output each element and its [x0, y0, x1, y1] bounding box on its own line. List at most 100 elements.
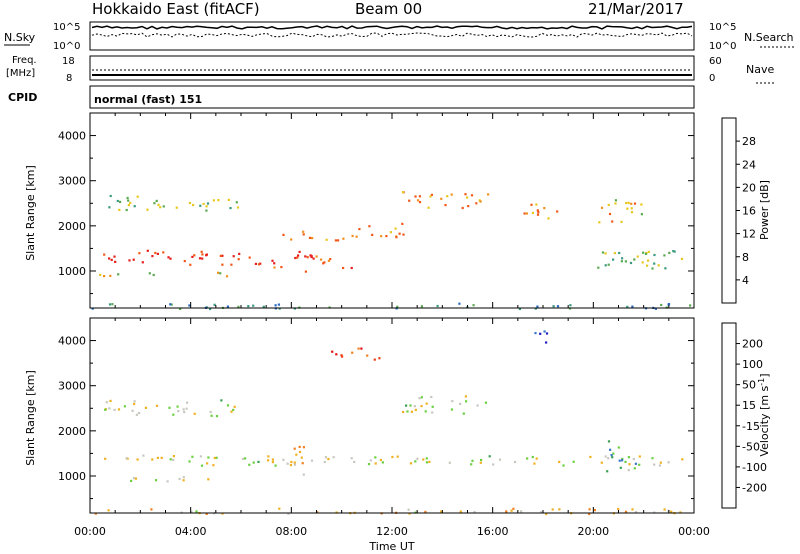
power-ytick-label: 2000 — [58, 220, 86, 233]
velocity-blob-2 — [131, 409, 134, 412]
velocity-blob-1 — [166, 480, 169, 483]
power-blob-0 — [221, 263, 224, 266]
power-blob-0 — [201, 253, 204, 256]
power-colorbar-frame — [721, 117, 737, 304]
velocity-ytick-label: 1000 — [58, 470, 86, 483]
velocity-blob-0 — [327, 457, 330, 461]
power-blob-5 — [282, 233, 285, 236]
velocity-blob-0 — [479, 461, 482, 464]
power-yaxis: 1000 2000 3000 4000 — [58, 130, 694, 295]
velocity-blob-0 — [409, 462, 413, 465]
cpid-label: CPID — [8, 91, 37, 104]
power-colorbar-tick-label: 24 — [742, 158, 756, 171]
power-blob-7 — [475, 202, 478, 205]
power-xaxis-ticks — [89, 113, 695, 308]
velocity-blob-2 — [133, 400, 136, 403]
velocity-blob-0 — [267, 459, 270, 462]
power-blob-10 — [630, 202, 633, 205]
power-blob-0 — [248, 256, 251, 259]
power-blob-2 — [127, 199, 130, 202]
velocity-blob-0 — [651, 457, 654, 460]
velocity-blob-4 — [459, 402, 462, 405]
velocity-blob-2 — [133, 402, 136, 406]
power-blob-5 — [342, 237, 345, 240]
velocity-blob-1 — [207, 478, 210, 481]
freq-tick-bottom: 8 — [66, 73, 72, 84]
power-blob-10 — [630, 211, 634, 214]
velocity-blob-0 — [267, 455, 270, 458]
velocity-blob-0 — [293, 463, 296, 466]
power-blob-6 — [394, 227, 397, 230]
velocity-blob-0 — [531, 455, 534, 459]
power-blob-9 — [642, 251, 645, 254]
velocity-blob-0 — [589, 455, 592, 459]
power-blob-9 — [621, 257, 624, 260]
power-blob-2 — [127, 204, 130, 207]
velocity-blob-2 — [105, 401, 108, 404]
power-blob-2 — [146, 208, 149, 211]
power-blob-2 — [202, 202, 205, 205]
power-blob-6 — [398, 232, 401, 235]
velocity-blob-4 — [465, 400, 468, 403]
power-blob-9 — [613, 252, 616, 255]
velocity-blob-8 — [588, 512, 591, 516]
power-blob-4 — [329, 258, 332, 261]
power-colorbar-tick-label: 4 — [742, 274, 749, 287]
power-blob-10 — [620, 220, 623, 223]
power-blob-9 — [646, 264, 649, 267]
power-blob-7 — [416, 199, 420, 202]
nsky-tick-bottom: 10^0 — [53, 41, 80, 52]
power-blob-1 — [103, 275, 106, 278]
velocity-ytick-label: 3000 — [58, 380, 86, 393]
velocity-blob-7 — [607, 440, 611, 443]
power-blob-7 — [444, 204, 447, 207]
velocity-blob-8 — [94, 512, 97, 515]
freq-label-2: [MHz] — [6, 68, 35, 79]
velocity-blob-0 — [638, 463, 641, 466]
power-blob-1 — [152, 273, 155, 277]
power-blob-8 — [547, 217, 550, 220]
velocity-blob-7 — [611, 456, 614, 459]
power-blob-2 — [153, 202, 156, 205]
power-blob-6 — [371, 233, 374, 236]
velocity-blob-6 — [341, 355, 344, 358]
velocity-blob-7 — [621, 457, 624, 461]
power-blob-0 — [162, 251, 165, 254]
velocity-blob-8 — [663, 508, 666, 511]
power-blob-0 — [189, 263, 192, 266]
velocity-blob-4 — [450, 408, 453, 411]
velocity-blob-2 — [176, 405, 179, 408]
power-ylabel: Slant Range [km] — [24, 165, 37, 261]
velocity-blob-4 — [484, 401, 488, 404]
velocity-blob-8 — [624, 510, 628, 513]
velocity-blob-4 — [418, 397, 421, 400]
velocity-blob-0 — [425, 461, 429, 464]
power-blob-7 — [429, 195, 432, 198]
velocity-blob-0 — [604, 455, 607, 458]
power-blob-6 — [368, 225, 371, 228]
power-blob-5 — [290, 238, 293, 241]
power-blob-4 — [304, 270, 307, 273]
power-blob-4 — [342, 266, 345, 270]
power-blob-1 — [109, 274, 112, 277]
power-blob-4 — [309, 254, 312, 257]
velocity-blob-6 — [351, 351, 354, 354]
velocity-blob-7 — [627, 456, 630, 459]
velocity-blob-8 — [407, 508, 410, 511]
power-blob-11 — [518, 307, 521, 311]
velocity-blob-8 — [440, 510, 443, 513]
velocity-blob-2 — [193, 412, 196, 415]
power-blob-11 — [247, 305, 250, 308]
velocity-blob-6 — [331, 350, 334, 353]
beam-label: Beam 00 — [355, 0, 422, 18]
power-blob-0 — [110, 258, 113, 261]
velocity-blob-4 — [420, 396, 423, 399]
velocity-blob-0 — [471, 459, 474, 462]
power-blob-5 — [351, 234, 354, 238]
power-colorbar-tick-label: 16 — [742, 205, 756, 218]
power-blob-9 — [653, 253, 656, 257]
velocity-colorbar-frame — [721, 322, 737, 509]
velocity-blob-5 — [543, 330, 546, 333]
velocity-blob-2 — [182, 408, 185, 411]
power-ytick-label: 3000 — [58, 175, 86, 188]
